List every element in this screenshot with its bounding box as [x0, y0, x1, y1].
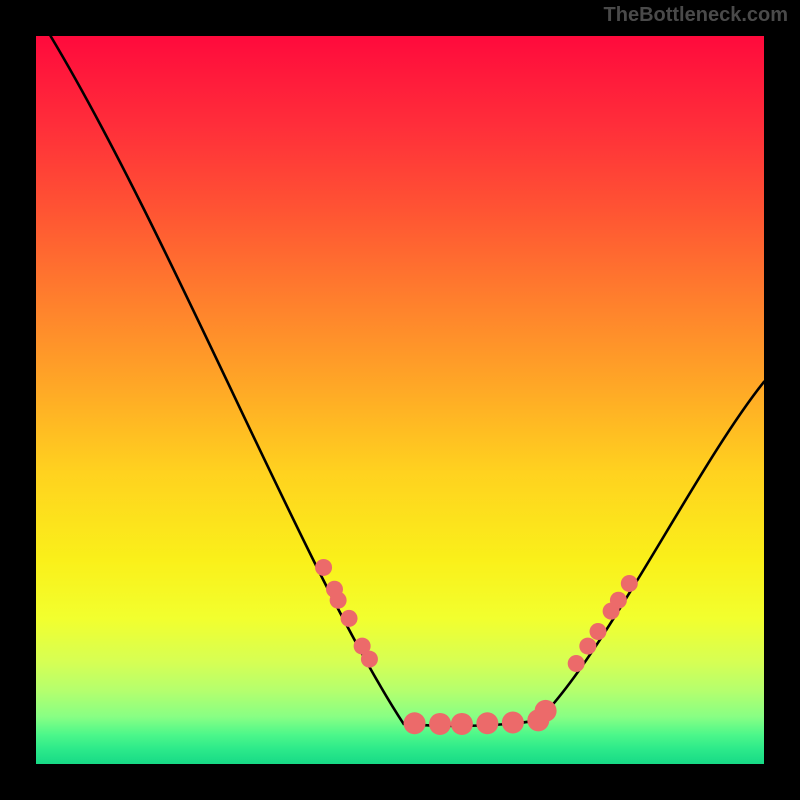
curve-marker	[330, 592, 347, 609]
curve-marker	[535, 700, 557, 722]
curve-marker	[621, 575, 638, 592]
curve-marker	[315, 559, 332, 576]
curve-marker	[568, 655, 585, 672]
curve-marker	[451, 713, 473, 735]
plot-area	[36, 36, 764, 764]
curve-marker	[610, 592, 627, 609]
curve-marker	[361, 651, 378, 668]
curve-marker	[476, 712, 498, 734]
chart-svg	[0, 0, 800, 800]
curve-marker	[429, 713, 451, 735]
curve-marker	[502, 712, 524, 734]
watermark-text: TheBottleneck.com	[604, 4, 788, 27]
curve-marker	[341, 610, 358, 627]
curve-marker	[579, 638, 596, 655]
chart-canvas: TheBottleneck.com	[0, 0, 800, 800]
curve-marker	[404, 712, 426, 734]
curve-marker	[590, 623, 607, 640]
